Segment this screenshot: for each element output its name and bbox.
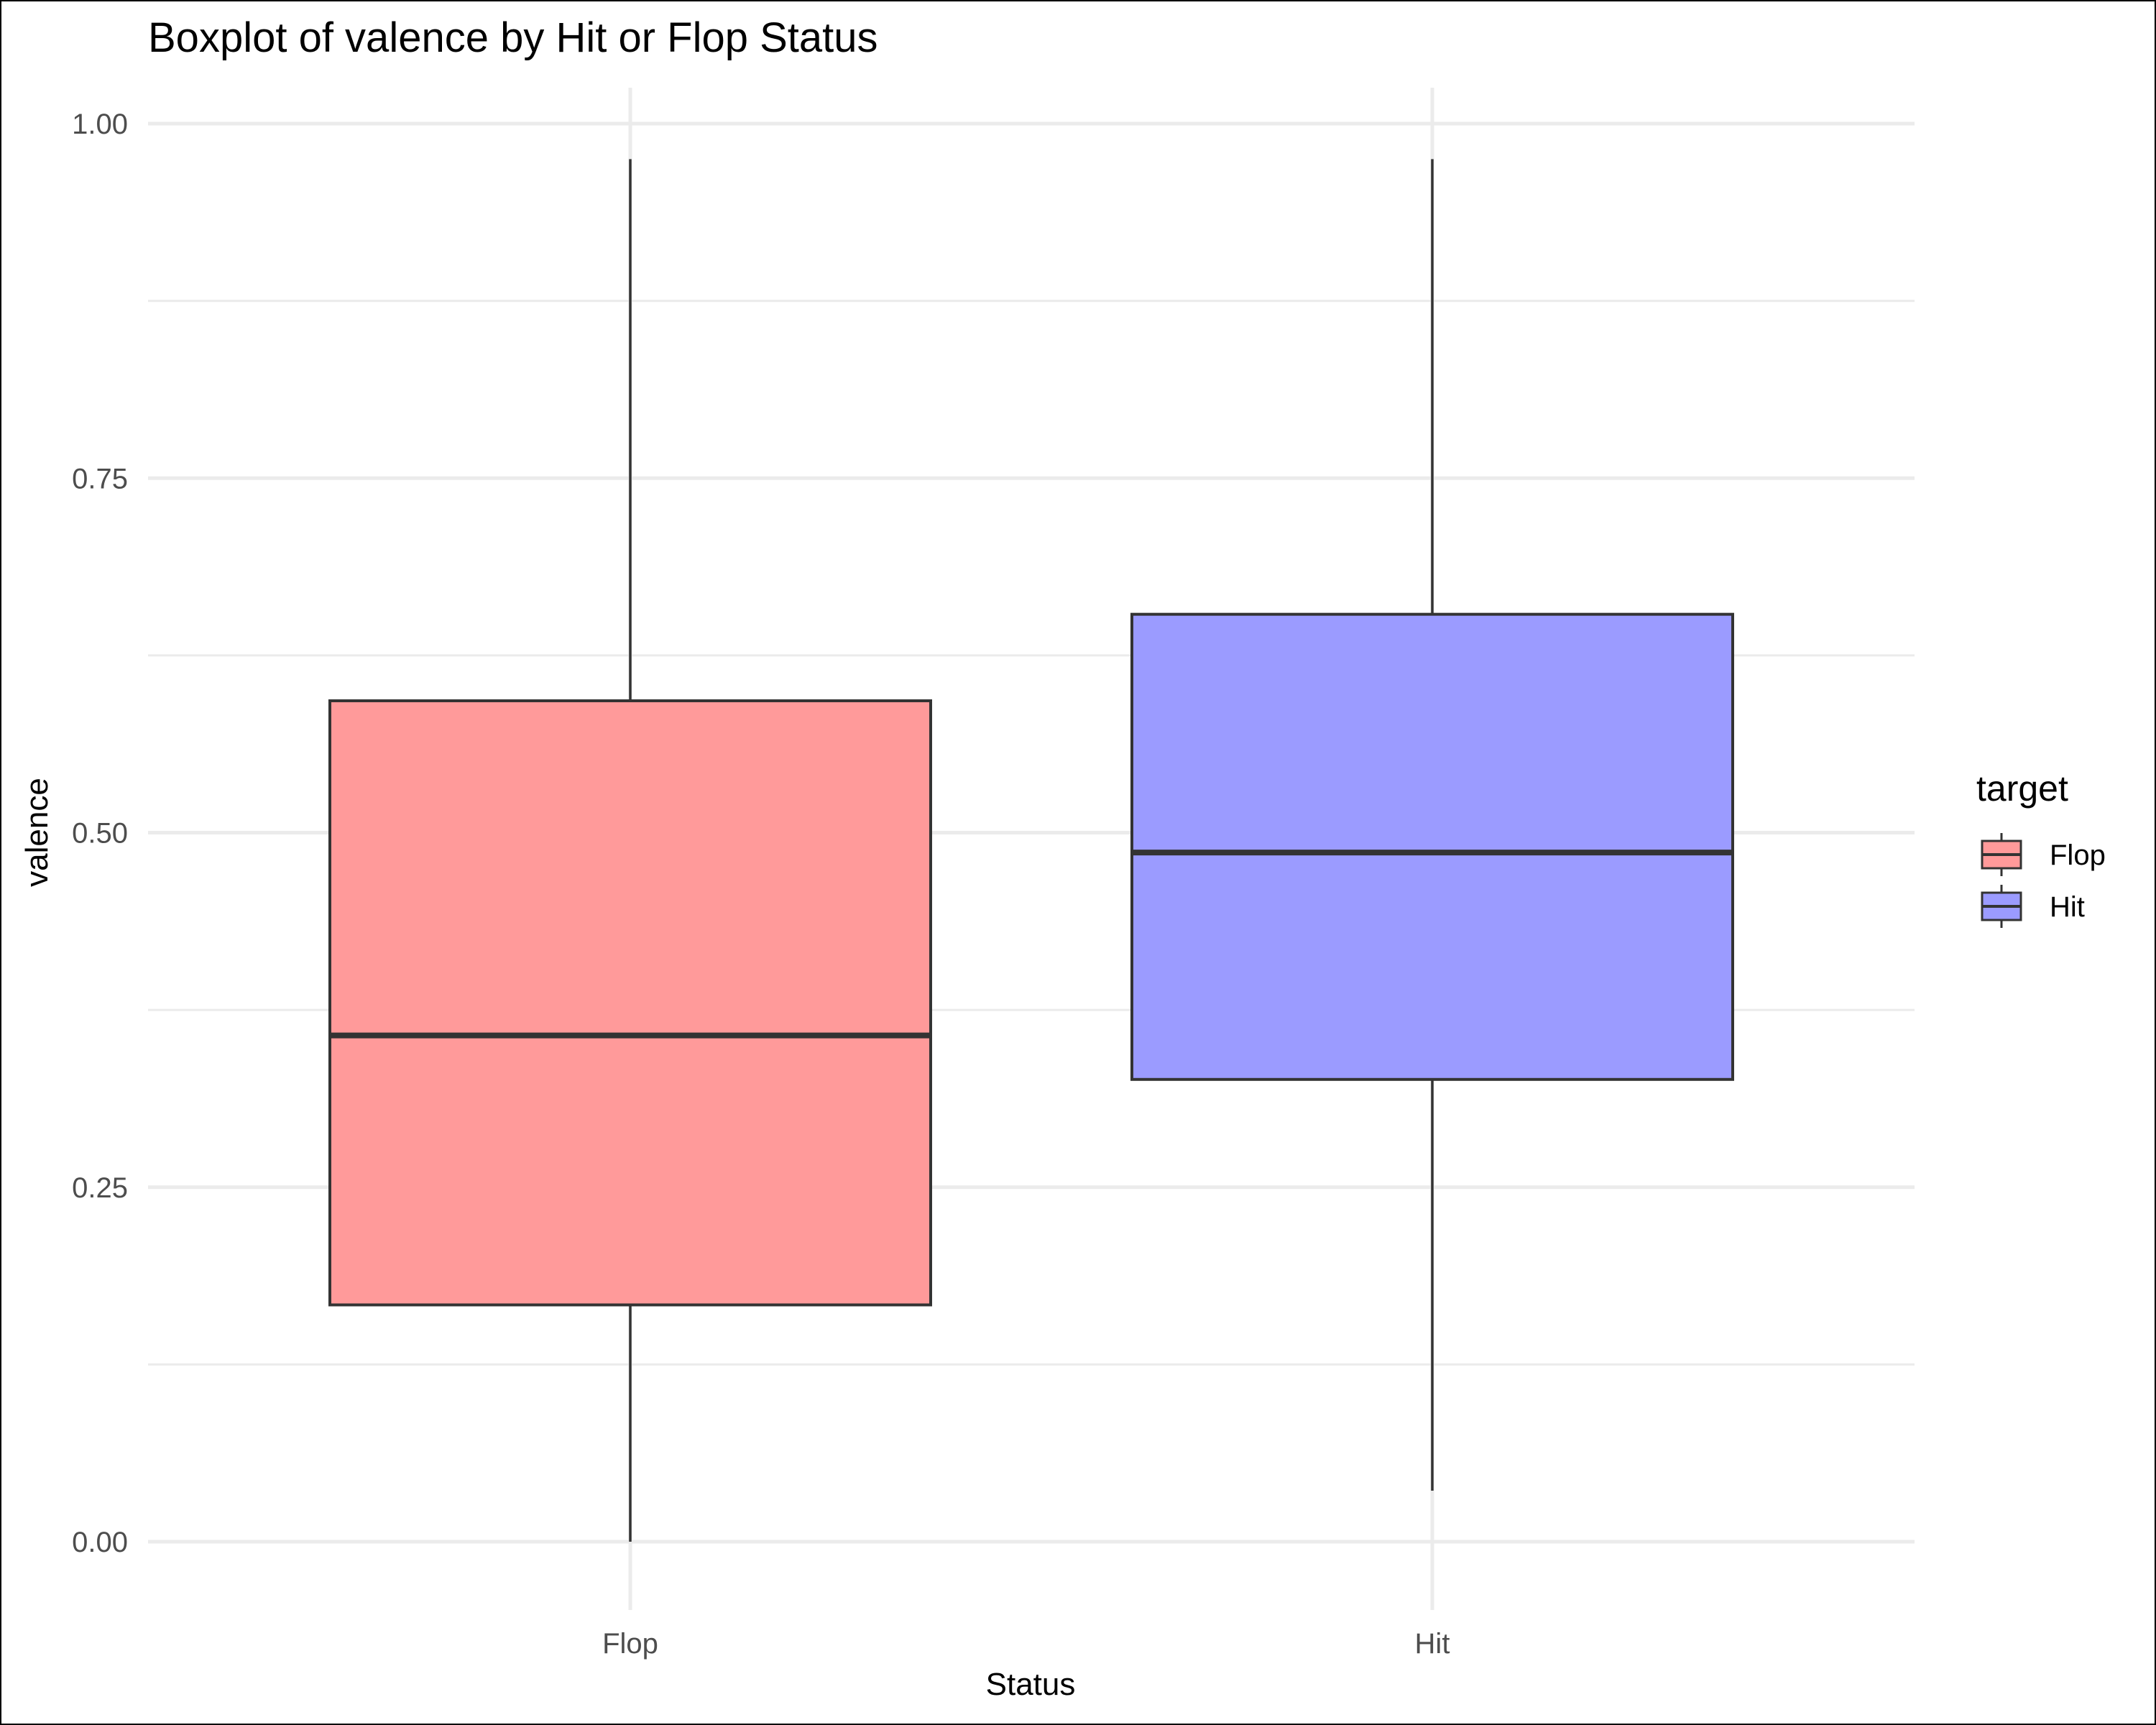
legend-title: target bbox=[1976, 768, 2068, 809]
x-tick-labels: Flop Hit bbox=[602, 1628, 1450, 1660]
legend-item-hit: Hit bbox=[1981, 885, 2085, 928]
y-tick-labels: 0.00 0.25 0.50 0.75 1.00 bbox=[72, 109, 128, 1558]
box-hit bbox=[1130, 159, 1734, 1491]
y-tick-label: 0.25 bbox=[72, 1172, 128, 1204]
x-axis-label: Status bbox=[986, 1667, 1076, 1702]
x-tick-label: Hit bbox=[1415, 1628, 1450, 1660]
chart-title: Boxplot of valence by Hit or Flop Status bbox=[148, 14, 878, 61]
box-body bbox=[1130, 612, 1734, 1081]
legend: target Flop Hit bbox=[1976, 768, 2106, 928]
x-tick-label: Flop bbox=[602, 1628, 658, 1660]
y-tick-label: 0.00 bbox=[72, 1527, 128, 1558]
y-axis-label: valence bbox=[19, 778, 55, 887]
legend-label: Flop bbox=[2050, 840, 2106, 871]
box-flop bbox=[328, 159, 932, 1542]
boxes bbox=[328, 159, 1734, 1542]
y-tick-label: 0.50 bbox=[72, 818, 128, 850]
y-tick-label: 0.75 bbox=[72, 463, 128, 494]
legend-item-flop: Flop bbox=[1981, 833, 2106, 876]
y-tick-label: 1.00 bbox=[72, 109, 128, 140]
legend-label: Hit bbox=[2050, 891, 2085, 923]
box-body bbox=[328, 699, 932, 1307]
